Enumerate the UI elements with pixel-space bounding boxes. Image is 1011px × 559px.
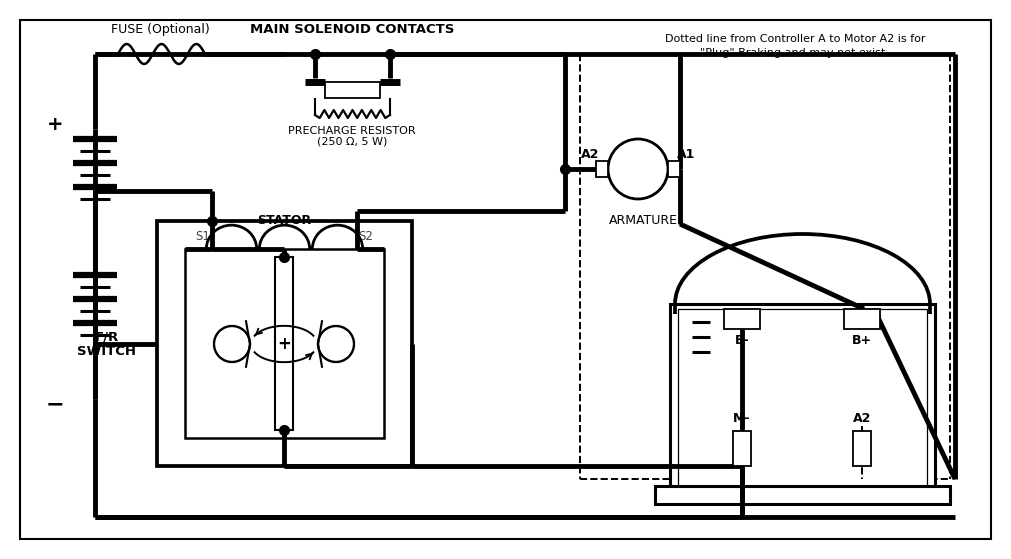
Text: B+: B+ bbox=[852, 334, 872, 348]
Bar bbox=[678, 309, 927, 486]
Bar bbox=[185, 249, 384, 438]
Text: STATOR: STATOR bbox=[258, 215, 311, 228]
Bar bbox=[853, 431, 871, 466]
Bar bbox=[670, 304, 935, 486]
Bar bbox=[724, 309, 760, 329]
Text: (250 Ω, 5 W): (250 Ω, 5 W) bbox=[316, 137, 387, 147]
Bar bbox=[733, 431, 751, 466]
Bar bbox=[844, 309, 880, 329]
Text: M-: M- bbox=[733, 413, 751, 425]
Bar bbox=[655, 486, 950, 504]
Bar bbox=[668, 161, 680, 177]
Text: +: + bbox=[47, 115, 64, 134]
Bar bbox=[596, 161, 608, 177]
Text: PRECHARGE RESISTOR: PRECHARGE RESISTOR bbox=[288, 126, 416, 136]
Text: −: − bbox=[45, 394, 65, 414]
Text: A2: A2 bbox=[853, 413, 871, 425]
Bar bbox=[325, 82, 380, 98]
Text: Dotted line from Controller A to Motor A2 is for: Dotted line from Controller A to Motor A… bbox=[665, 34, 925, 44]
Text: FUSE (Optional): FUSE (Optional) bbox=[110, 23, 209, 36]
Text: MAIN SOLENOID CONTACTS: MAIN SOLENOID CONTACTS bbox=[250, 23, 454, 36]
Bar bbox=[157, 221, 412, 466]
Text: S1: S1 bbox=[195, 230, 210, 244]
Text: A2: A2 bbox=[580, 149, 600, 162]
Text: A1: A1 bbox=[676, 149, 696, 162]
Text: B-: B- bbox=[735, 334, 749, 348]
Bar bbox=[275, 257, 293, 430]
Text: "Plug" Braking and may not exist.: "Plug" Braking and may not exist. bbox=[701, 48, 890, 58]
Text: S2: S2 bbox=[359, 230, 373, 244]
Text: ARMATURE: ARMATURE bbox=[609, 215, 677, 228]
Text: +: + bbox=[277, 335, 291, 353]
Text: F/R
SWITCH: F/R SWITCH bbox=[78, 330, 136, 358]
